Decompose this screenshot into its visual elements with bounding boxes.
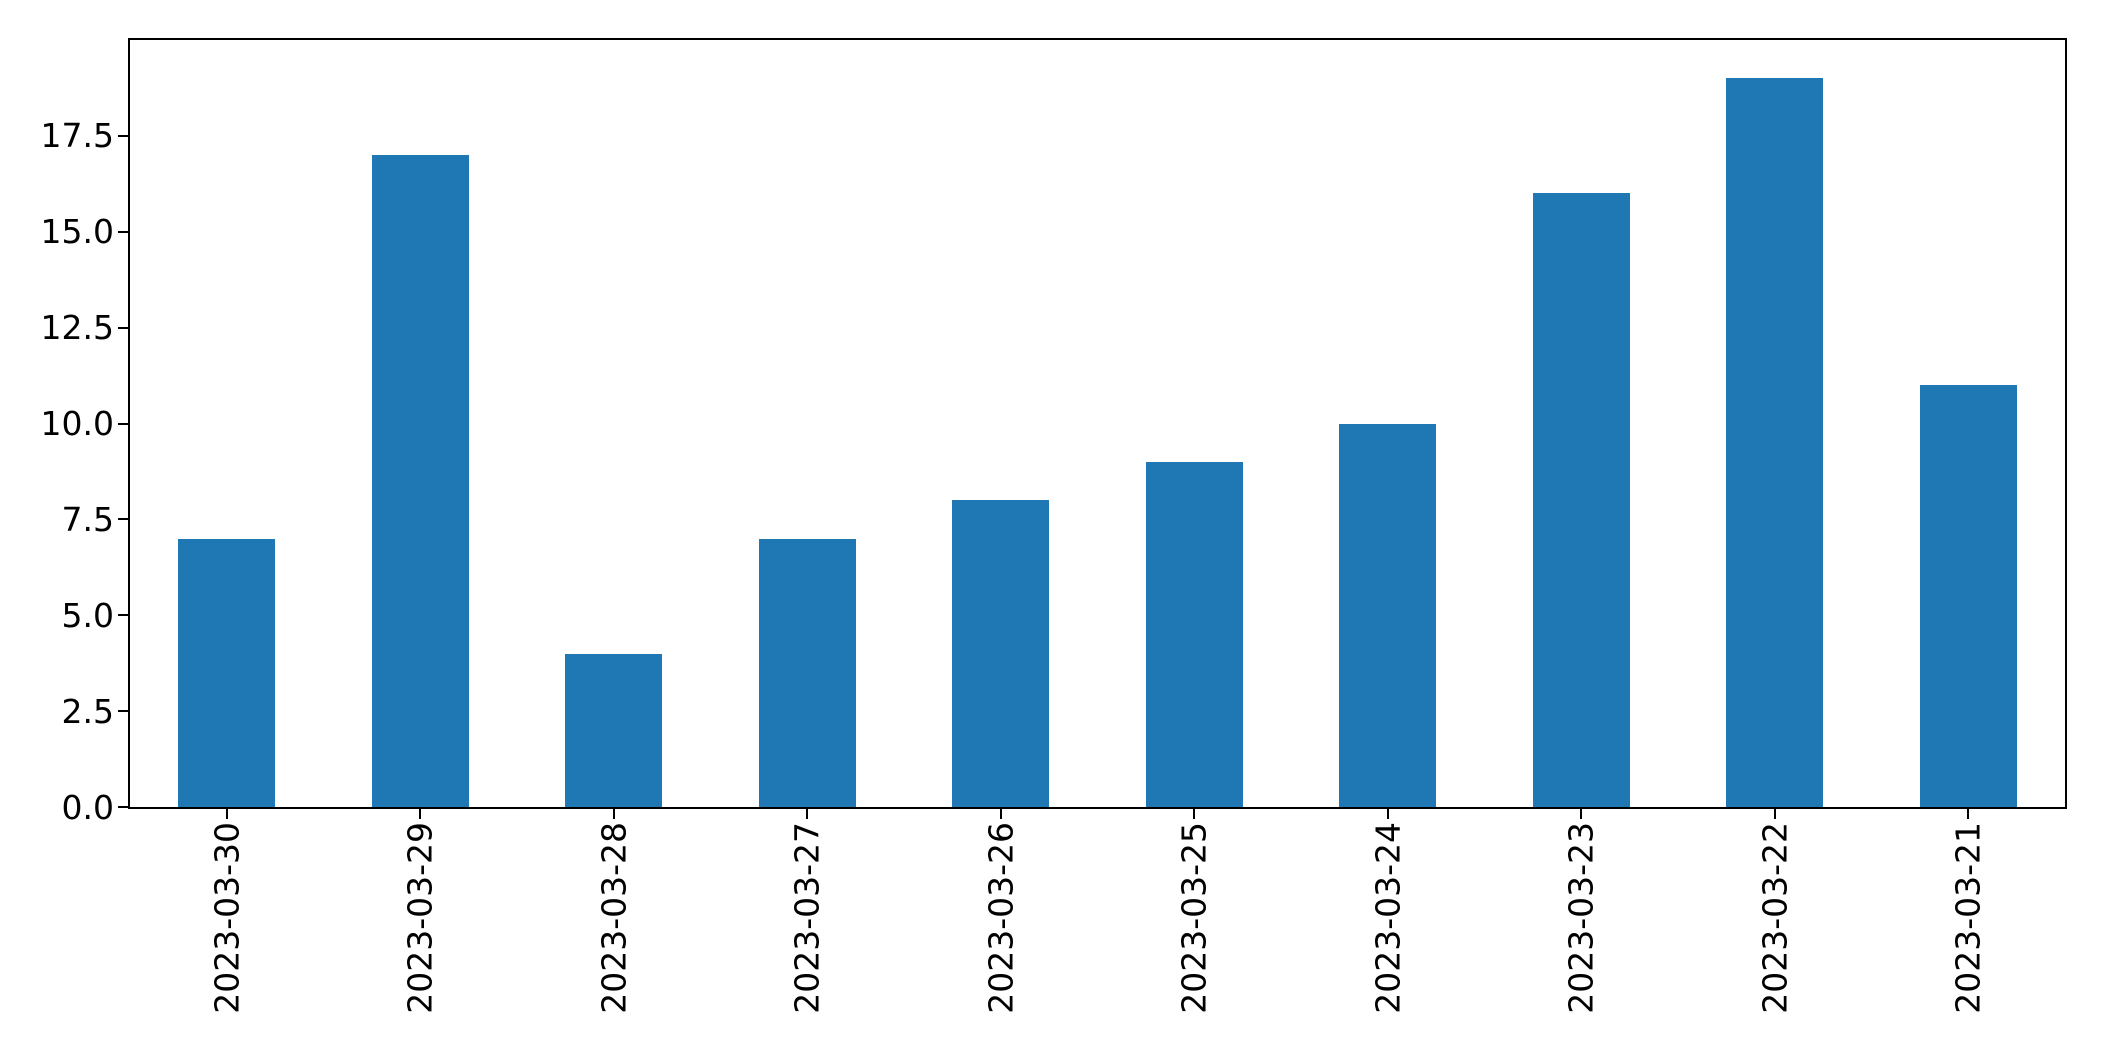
x-tick-label: 2023-03-21 bbox=[1948, 822, 1988, 1014]
y-tick-label: 12.5 bbox=[40, 308, 114, 348]
bar-2023-03-21 bbox=[1919, 385, 2017, 807]
y-tick-label: 2.5 bbox=[61, 691, 114, 731]
x-tick-mark bbox=[1386, 809, 1389, 819]
x-tick-label: 2023-03-28 bbox=[594, 822, 634, 1014]
x-tick-label: 2023-03-26 bbox=[981, 822, 1021, 1014]
bar-2023-03-24 bbox=[1339, 423, 1437, 807]
y-tick-mark bbox=[118, 710, 128, 713]
x-tick-label: 2023-03-30 bbox=[207, 822, 247, 1014]
y-tick-label: 0.0 bbox=[61, 787, 114, 827]
plot-area bbox=[128, 38, 2067, 809]
x-tick-mark bbox=[1773, 809, 1776, 819]
y-tick-label: 10.0 bbox=[40, 404, 114, 443]
x-tick-mark bbox=[225, 809, 228, 819]
x-tick-label: 2023-03-23 bbox=[1561, 822, 1601, 1014]
bar-2023-03-28 bbox=[565, 653, 663, 807]
y-tick-mark bbox=[118, 326, 128, 329]
x-tick-label: 2023-03-29 bbox=[400, 822, 440, 1014]
y-tick-mark bbox=[118, 518, 128, 521]
x-tick-mark bbox=[612, 809, 615, 819]
y-tick-label: 7.5 bbox=[61, 499, 114, 539]
x-tick-label: 2023-03-22 bbox=[1755, 822, 1795, 1014]
bar-2023-03-23 bbox=[1532, 193, 1630, 807]
y-tick-mark bbox=[118, 134, 128, 137]
x-tick-mark bbox=[1193, 809, 1196, 819]
y-tick-mark bbox=[118, 614, 128, 617]
y-tick-mark bbox=[118, 806, 128, 808]
x-tick-mark bbox=[1580, 809, 1583, 819]
y-tick-label: 15.0 bbox=[40, 212, 114, 252]
bar-2023-03-26 bbox=[952, 500, 1050, 807]
bar-2023-03-25 bbox=[1145, 461, 1243, 807]
y-tick-label: 5.0 bbox=[61, 595, 114, 635]
bar-2023-03-29 bbox=[371, 155, 469, 807]
y-tick-mark bbox=[118, 422, 128, 425]
x-tick-mark bbox=[1967, 809, 1970, 819]
x-tick-label: 2023-03-27 bbox=[787, 822, 827, 1014]
bar-2023-03-27 bbox=[758, 538, 856, 807]
bar-2023-03-30 bbox=[178, 538, 276, 807]
bar-2023-03-22 bbox=[1726, 78, 1824, 807]
x-tick-label: 2023-03-25 bbox=[1174, 822, 1214, 1014]
x-tick-label: 2023-03-24 bbox=[1368, 822, 1408, 1014]
y-tick-mark bbox=[118, 230, 128, 233]
y-tick-label: 17.5 bbox=[40, 116, 114, 156]
x-tick-mark bbox=[999, 809, 1002, 819]
x-tick-mark bbox=[419, 809, 422, 819]
x-tick-mark bbox=[806, 809, 809, 819]
